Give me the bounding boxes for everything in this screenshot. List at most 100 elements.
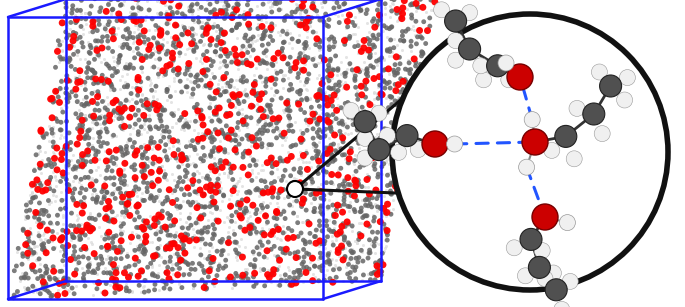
Point bbox=[210, 13, 221, 17]
Point bbox=[264, 275, 275, 280]
Point bbox=[211, 0, 222, 2]
Point bbox=[83, 29, 94, 34]
Point bbox=[119, 182, 129, 187]
Point bbox=[103, 230, 114, 235]
Point bbox=[252, 21, 263, 26]
Point bbox=[33, 152, 44, 157]
Point bbox=[187, 8, 198, 13]
Point bbox=[40, 282, 51, 286]
Point bbox=[334, 20, 345, 25]
Point bbox=[315, 107, 326, 111]
Point bbox=[122, 275, 133, 280]
Point bbox=[314, 117, 325, 122]
Point bbox=[415, 0, 426, 2]
Point bbox=[95, 112, 106, 117]
Point bbox=[338, 35, 349, 40]
Point bbox=[351, 112, 362, 117]
Point bbox=[415, 67, 426, 72]
Point bbox=[367, 230, 378, 235]
Point bbox=[38, 230, 49, 235]
Point bbox=[147, 256, 158, 261]
Point bbox=[216, 13, 227, 17]
Point bbox=[116, 2, 127, 7]
Point bbox=[308, 191, 319, 196]
Point bbox=[58, 215, 68, 220]
Point bbox=[395, 165, 406, 170]
Point bbox=[105, 176, 116, 181]
Point bbox=[410, 99, 421, 103]
Point bbox=[135, 247, 146, 252]
Point bbox=[377, 262, 388, 267]
Point bbox=[267, 62, 278, 67]
Point bbox=[374, 57, 385, 62]
Point bbox=[288, 16, 299, 21]
Point bbox=[133, 267, 144, 272]
Point bbox=[60, 14, 71, 18]
Point bbox=[349, 78, 360, 83]
Point bbox=[395, 153, 406, 158]
Point bbox=[251, 157, 262, 162]
Point bbox=[182, 65, 193, 70]
Point bbox=[381, 159, 392, 164]
Point bbox=[124, 9, 135, 14]
Point bbox=[181, 155, 192, 160]
Point bbox=[347, 229, 358, 234]
Point bbox=[347, 249, 358, 254]
Point bbox=[395, 10, 406, 14]
Point bbox=[170, 23, 181, 28]
Point bbox=[190, 220, 201, 225]
Point bbox=[229, 147, 240, 152]
Point bbox=[259, 33, 270, 38]
Point bbox=[293, 23, 304, 28]
Point bbox=[334, 4, 345, 9]
Point bbox=[136, 17, 147, 22]
Point bbox=[255, 239, 266, 244]
Point bbox=[205, 266, 216, 271]
Point bbox=[296, 67, 307, 72]
Point bbox=[219, 220, 229, 225]
Point bbox=[203, 86, 214, 91]
Point bbox=[178, 272, 189, 277]
Point bbox=[313, 93, 324, 98]
Point bbox=[217, 8, 228, 13]
Point bbox=[129, 38, 140, 43]
Point bbox=[71, 19, 82, 24]
Point bbox=[301, 25, 312, 30]
Point bbox=[146, 170, 157, 175]
Point bbox=[123, 192, 134, 197]
Point bbox=[257, 24, 268, 29]
Point bbox=[353, 5, 364, 10]
Point bbox=[120, 65, 131, 70]
Point bbox=[273, 116, 284, 121]
Point bbox=[219, 59, 230, 64]
Point bbox=[66, 44, 77, 49]
Point bbox=[123, 66, 134, 71]
Point bbox=[174, 175, 185, 180]
Point bbox=[376, 273, 387, 278]
Point bbox=[260, 126, 271, 130]
Point bbox=[321, 0, 332, 1]
Point bbox=[155, 33, 166, 38]
Point bbox=[269, 179, 280, 184]
Point bbox=[160, 199, 171, 204]
Point bbox=[365, 115, 376, 120]
Point bbox=[258, 233, 269, 238]
Point bbox=[193, 136, 204, 141]
Point bbox=[225, 170, 236, 175]
Point bbox=[66, 89, 77, 94]
Point bbox=[153, 178, 164, 183]
Point bbox=[203, 248, 214, 253]
Point bbox=[260, 119, 271, 124]
Point bbox=[390, 135, 401, 140]
Point bbox=[140, 173, 151, 178]
Point bbox=[71, 228, 82, 233]
Point bbox=[294, 155, 305, 160]
Point bbox=[201, 67, 212, 72]
Point bbox=[105, 86, 116, 91]
Point bbox=[125, 204, 136, 209]
Point bbox=[154, 56, 165, 61]
Point bbox=[171, 230, 182, 235]
Point bbox=[34, 217, 45, 222]
Point bbox=[384, 171, 395, 176]
Point bbox=[325, 98, 336, 103]
